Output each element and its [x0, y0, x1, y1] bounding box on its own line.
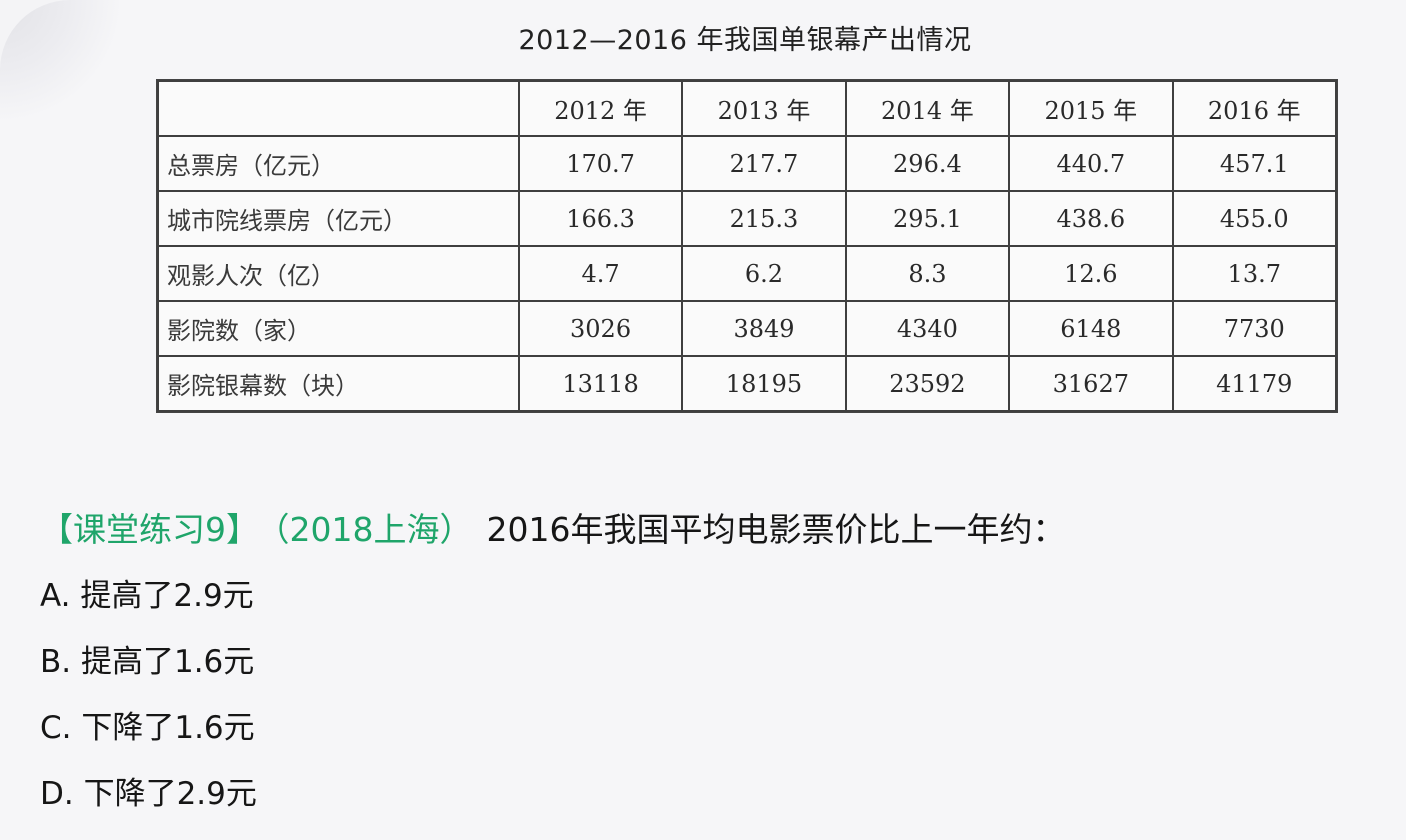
table-row: 影院数（家） 3026 3849 4340 6148 7730	[157, 300, 1338, 357]
table-cell: 295.1	[844, 190, 1011, 247]
table-cell: 18195	[681, 355, 847, 412]
table-cell: 166.3	[517, 190, 684, 247]
column-header: 2016 年	[1171, 80, 1338, 137]
table-header-row: 2012 年 2013 年 2014 年 2015 年 2016 年	[157, 80, 1338, 137]
option-d[interactable]: D. 下降了2.9元	[40, 776, 257, 812]
row-label: 观影人次（亿）	[157, 245, 520, 302]
column-header: 2014 年	[844, 80, 1011, 137]
answer-options: A. 提高了2.9元 B. 提高了1.6元 C. 下降了1.6元 D. 下降了2…	[40, 573, 257, 837]
table-cell: 455.0	[1171, 190, 1338, 247]
table-cell: 13.7	[1171, 245, 1338, 302]
table-cell: 440.7	[1008, 135, 1174, 192]
table-cell: 31627	[1008, 355, 1174, 412]
row-label: 总票房（亿元）	[157, 135, 520, 192]
column-header: 2015 年	[1008, 80, 1174, 137]
table-title: 2012—2016 年我国单银幕产出情况	[518, 25, 972, 56]
row-label: 影院银幕数（块）	[157, 355, 520, 412]
table-cell: 6.2	[681, 245, 847, 302]
question-line: 【课堂练习9】 （2018上海） 2016年我国平均电影票价比上一年约：	[40, 503, 1065, 551]
question-text: 2016年我国平均电影票价比上一年约：	[486, 510, 1066, 549]
table-cell: 3849	[681, 300, 847, 357]
table-cell: 6148	[1008, 300, 1174, 357]
exercise-tag: 【课堂练习9】	[40, 510, 259, 549]
column-header: 2012 年	[517, 80, 684, 137]
table-row: 观影人次（亿） 4.7 6.2 8.3 12.6 13.7	[157, 245, 1338, 302]
table-cell: 41179	[1171, 355, 1338, 412]
table-cell: 215.3	[681, 190, 847, 247]
table-cell: 3026	[517, 300, 684, 357]
data-table: 2012 年 2013 年 2014 年 2015 年 2016 年 总票房（亿…	[157, 80, 1338, 412]
table-cell: 457.1	[1171, 135, 1338, 192]
table-cell: 12.6	[1008, 245, 1174, 302]
table-cell: 7730	[1171, 300, 1338, 357]
table-cell: 296.4	[844, 135, 1011, 192]
table-row: 城市院线票房（亿元） 166.3 215.3 295.1 438.6 455.0	[157, 190, 1338, 247]
table-corner-cell	[157, 80, 520, 137]
table-cell: 217.7	[681, 135, 847, 192]
table-cell: 13118	[517, 355, 684, 412]
row-label: 影院数（家）	[157, 300, 520, 357]
table-row: 总票房（亿元） 170.7 217.7 296.4 440.7 457.1	[157, 135, 1338, 192]
exam-source: （2018上海）	[273, 510, 473, 549]
table-cell: 4340	[844, 300, 1011, 357]
option-a[interactable]: A. 提高了2.9元	[40, 578, 254, 614]
table-cell: 4.7	[517, 245, 684, 302]
corner-shade	[0, 0, 120, 120]
table-row: 影院银幕数（块） 13118 18195 23592 31627 41179	[157, 355, 1338, 412]
option-b[interactable]: B. 提高了1.6元	[40, 644, 255, 680]
row-label: 城市院线票房（亿元）	[157, 190, 520, 247]
table-cell: 8.3	[844, 245, 1011, 302]
option-c[interactable]: C. 下降了1.6元	[40, 710, 255, 746]
table-cell: 23592	[844, 355, 1011, 412]
column-header: 2013 年	[681, 80, 847, 137]
table-cell: 438.6	[1008, 190, 1174, 247]
table-cell: 170.7	[517, 135, 684, 192]
